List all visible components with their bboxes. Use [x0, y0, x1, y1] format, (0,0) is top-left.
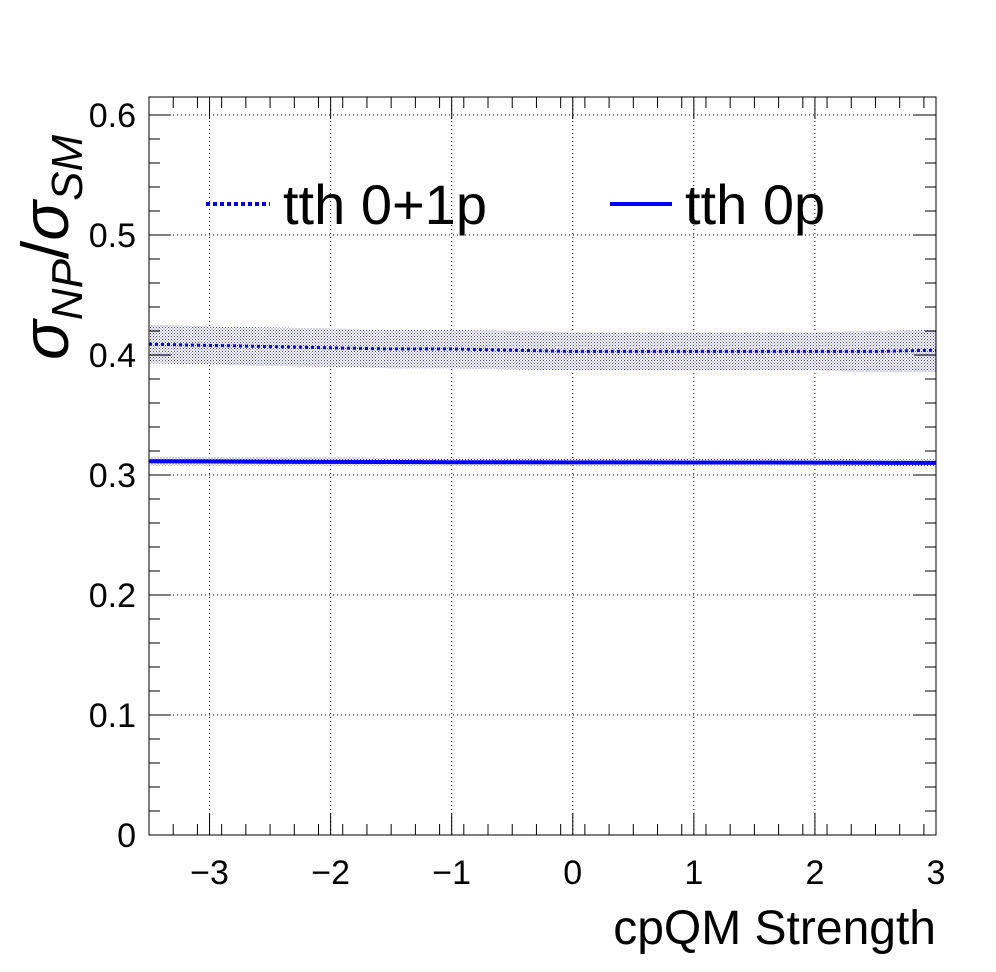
- series-line-1: [148, 342, 937, 353]
- error-band-series-1: [149, 325, 936, 372]
- x-axis-title: cpQM Strength: [613, 902, 936, 955]
- x-tick-label: 3: [927, 854, 946, 892]
- x-tick-label: 2: [805, 854, 824, 892]
- y-tick-label: 0.5: [89, 217, 136, 255]
- tick-labels: −3 −2 −1 0 1 2 3 0 0.1 0.2 0.3 0.4 0.5 0.6: [89, 97, 946, 892]
- y-title-sub-sm: SM: [43, 135, 92, 201]
- legend-label-series-1: tth 0+1p: [283, 173, 487, 236]
- legend-label-series-2: tth 0p: [685, 173, 825, 236]
- x-tick-label: 0: [563, 854, 582, 892]
- x-tick-label: 1: [684, 854, 703, 892]
- x-tick-label: −2: [311, 854, 350, 892]
- legend: tth 0+1p tth 0p: [206, 173, 825, 236]
- x-tick-label: −1: [432, 854, 471, 892]
- y-tick-label: 0.1: [89, 697, 136, 735]
- x-tick-label: −3: [190, 854, 229, 892]
- axis-ticks: [148, 97, 937, 836]
- y-title-sigma-np: σ: [8, 318, 82, 360]
- series-line-2: [148, 459, 937, 465]
- y-tick-label: 0.2: [89, 577, 136, 615]
- y-tick-label: 0.3: [89, 457, 136, 495]
- y-tick-label: 0: [117, 817, 136, 855]
- y-tick-label: 0.4: [89, 337, 136, 375]
- error-bands: [149, 325, 936, 467]
- series-lines: [148, 342, 937, 465]
- y-tick-label: 0.6: [89, 97, 136, 135]
- y-title-sigma-sm: σ: [8, 199, 82, 241]
- y-title-slash: /: [8, 240, 82, 259]
- plot-frame: [148, 96, 937, 836]
- y-title-sub-np: NP: [43, 258, 92, 320]
- y-axis-title: σNP/σSM: [8, 135, 92, 360]
